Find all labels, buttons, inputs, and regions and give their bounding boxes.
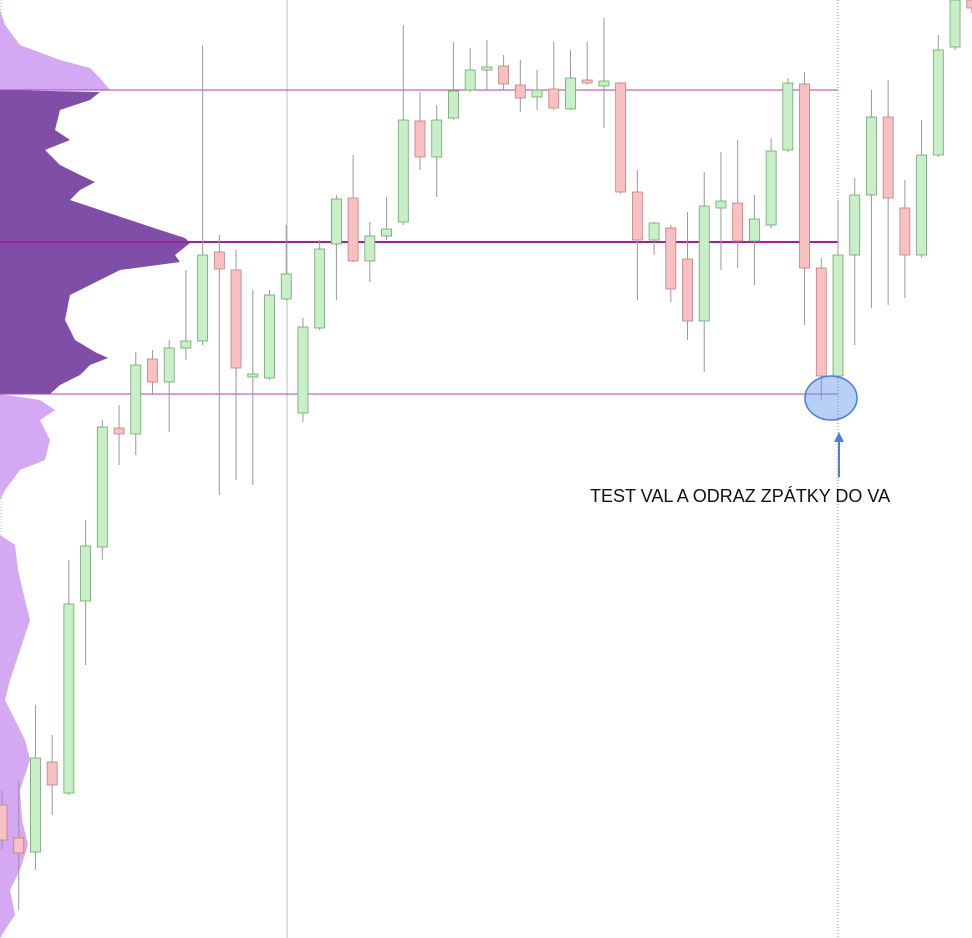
candle-down (548, 88, 560, 109)
candle-up (949, 0, 961, 48)
candle-down (615, 82, 627, 193)
arrow-head (834, 432, 844, 442)
candle-down (213, 251, 225, 270)
candle-down (0, 804, 8, 841)
candle-up (749, 218, 760, 242)
candle-up (698, 205, 710, 322)
candle-up (765, 150, 777, 226)
candle-up (448, 90, 459, 119)
candle-up (381, 228, 392, 237)
candle-up (782, 82, 794, 151)
candle-down (799, 83, 810, 269)
candle-up (481, 66, 493, 71)
candle-up (297, 326, 309, 414)
candle-up (163, 347, 175, 383)
annotation: TEST VAL A ODRAZ ZPÁTKY DO VA (590, 486, 890, 506)
candle-down (815, 267, 827, 377)
candle-up (280, 273, 292, 300)
candle-down (414, 120, 426, 158)
candle-down (147, 358, 158, 383)
candle-up (30, 757, 41, 853)
candle-up (648, 222, 660, 241)
highlight-circle (804, 375, 858, 421)
candle-up (916, 154, 927, 256)
candle-up (364, 235, 376, 262)
candle-up (598, 80, 610, 87)
candle-up (431, 119, 443, 158)
candle-up (80, 545, 91, 602)
candle-down (46, 761, 58, 786)
volume-profile (0, 10, 110, 90)
candle-down (113, 427, 125, 435)
candle-down (665, 227, 677, 290)
candle-up (531, 89, 543, 98)
candle-up (715, 200, 727, 209)
candle-down (682, 258, 693, 322)
candle-down (230, 269, 242, 369)
candle-up (330, 198, 342, 245)
candle-up (63, 603, 75, 794)
candle-up (197, 254, 209, 342)
candle-up (849, 194, 861, 256)
candle-down (581, 79, 593, 84)
candle-up (180, 340, 192, 349)
candle-up (932, 49, 944, 156)
candle-up (397, 119, 409, 223)
volume-profile (0, 394, 55, 938)
candle-up (565, 77, 576, 110)
candle-down (966, 0, 972, 9)
candle-up (866, 116, 877, 196)
candle-up (264, 294, 275, 379)
candle-up (130, 364, 142, 435)
candle-down (347, 197, 359, 262)
candle-down (514, 84, 526, 99)
candle-up (464, 69, 476, 91)
candle-up (96, 426, 108, 548)
candle-down (732, 202, 744, 242)
candle-up (314, 248, 326, 329)
candle-down (13, 837, 25, 854)
candle-up (247, 373, 259, 378)
candle-down (631, 191, 643, 241)
candle-down (899, 207, 911, 256)
candle-down (882, 116, 894, 199)
candle-down (498, 65, 510, 85)
candle-up (832, 254, 844, 377)
